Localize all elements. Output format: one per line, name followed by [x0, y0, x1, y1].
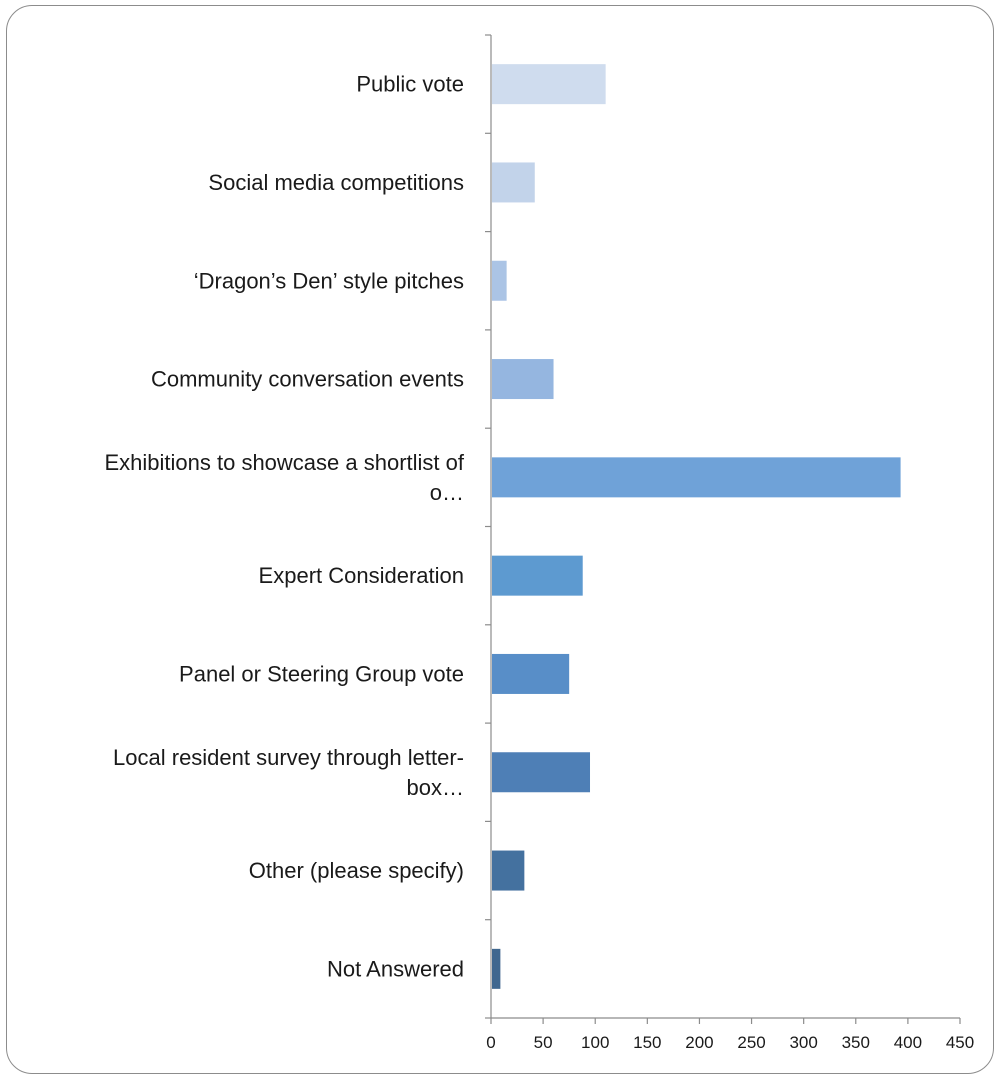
category-label: Not Answered [327, 956, 464, 981]
category-label: o… [430, 480, 464, 505]
bar [492, 359, 554, 400]
category-label: Expert Consideration [259, 563, 464, 588]
bar [492, 653, 570, 694]
category-label: Panel or Steering Group vote [179, 661, 464, 686]
category-label: Public vote [356, 72, 464, 97]
x-tick-label: 150 [633, 1033, 661, 1052]
x-tick-label: 350 [842, 1033, 870, 1052]
category-label: Community conversation events [151, 367, 464, 392]
bar [492, 948, 501, 989]
x-tick-label: 200 [685, 1033, 713, 1052]
category-label: Other (please specify) [249, 858, 464, 883]
bar [492, 850, 525, 891]
x-tick-label: 50 [534, 1033, 553, 1052]
bar [492, 162, 535, 203]
x-tick-label: 100 [581, 1033, 609, 1052]
category-label: Local resident survey through letter- [113, 745, 464, 770]
bar [492, 752, 591, 793]
x-tick-label: 400 [894, 1033, 922, 1052]
category-label: box… [407, 775, 464, 800]
bar [492, 260, 507, 301]
x-tick-label: 0 [486, 1033, 495, 1052]
category-label: Social media competitions [208, 170, 464, 195]
category-label: ‘Dragon’s Den’ style pitches [194, 268, 464, 293]
bar [492, 555, 583, 596]
x-tick-label: 250 [737, 1033, 765, 1052]
x-tick-label: 450 [946, 1033, 974, 1052]
bar [492, 457, 901, 498]
bar [492, 64, 606, 105]
category-label: Exhibitions to showcase a shortlist of [104, 450, 464, 475]
x-tick-label: 300 [789, 1033, 817, 1052]
